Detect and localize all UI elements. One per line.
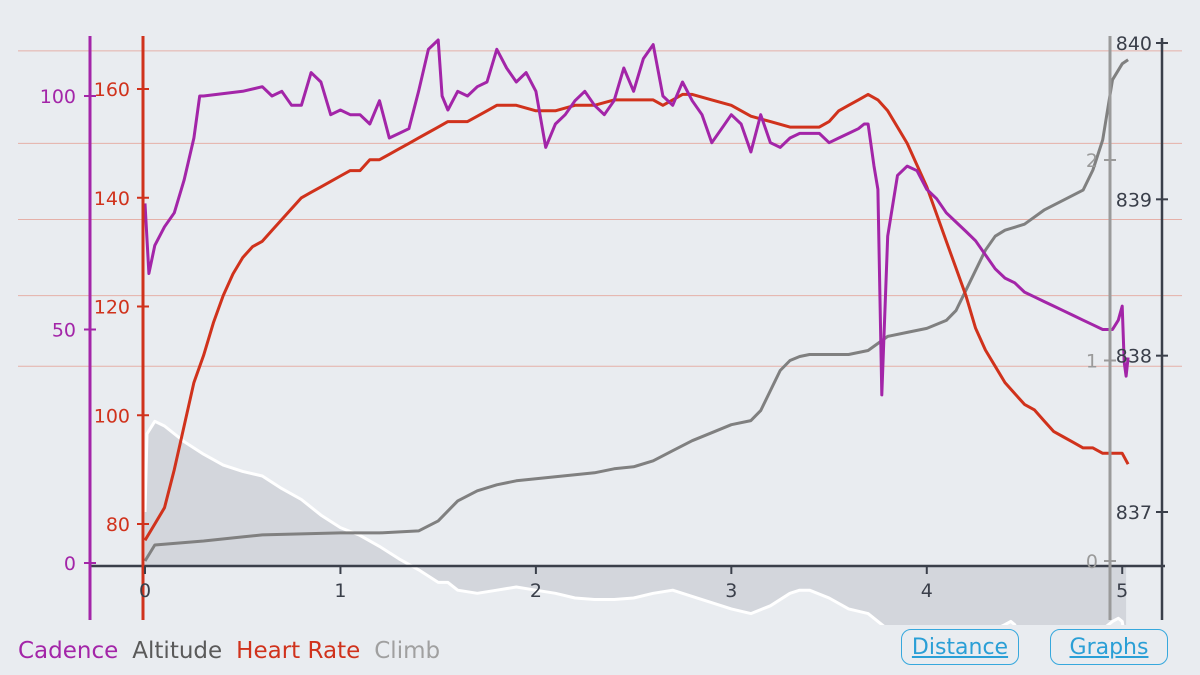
- altitude-area: [143, 419, 1127, 625]
- cadence-tick-label: 50: [52, 320, 76, 342]
- altitude-tick-label: 837: [1116, 502, 1152, 524]
- climb-line: [143, 58, 1129, 562]
- x-tick-label: 4: [921, 580, 933, 602]
- legend-altitude: Altitude: [132, 638, 223, 664]
- heart-rate-line: [143, 92, 1130, 542]
- x-tick-label: 0: [139, 580, 151, 602]
- cadence-tick-label: 0: [64, 553, 76, 575]
- legend-cadence: Cadence: [18, 638, 119, 664]
- climb-tick-label: 0: [1086, 551, 1098, 573]
- altitude-line: [143, 419, 1125, 625]
- climb-tick-label: 1: [1086, 351, 1098, 373]
- series-group: [143, 38, 1130, 562]
- cadence-tick-label: 100: [40, 86, 76, 108]
- graphs-button[interactable]: Graphs: [1050, 629, 1168, 665]
- legend-climb: Climb: [374, 638, 441, 664]
- distance-button[interactable]: Distance: [901, 629, 1019, 665]
- heart-rate-tick-label: 120: [94, 297, 130, 319]
- cadence-line: [143, 38, 1130, 397]
- heart-rate-tick-label: 140: [94, 188, 130, 210]
- altitude-tick-label: 838: [1116, 346, 1152, 368]
- altitude-tick-label: 840: [1116, 33, 1152, 55]
- legend: Cadence Altitude Heart Rate Climb: [18, 638, 440, 664]
- x-tick-label: 3: [725, 580, 737, 602]
- x-tick-label: 2: [530, 580, 542, 602]
- tick-labels: 0 1 2 3 4 50501008010012014016001283783883984…: [40, 33, 1152, 602]
- x-tick-label: 1: [334, 580, 346, 602]
- legend-heart-rate: Heart Rate: [236, 638, 361, 664]
- altitude-fill: [145, 421, 1127, 625]
- heart-rate-tick-label: 100: [94, 405, 130, 427]
- altitude-tick-label: 839: [1116, 189, 1152, 211]
- x-tick-label: 5: [1116, 580, 1128, 602]
- chart: 0 1 2 3 4 50501008010012014016001283783883984…: [18, 33, 1182, 625]
- gridlines: [18, 50, 1182, 367]
- climb-tick-label: 2: [1086, 150, 1098, 172]
- axes: [84, 36, 1168, 620]
- heart-rate-tick-label: 160: [94, 79, 130, 101]
- heart-rate-tick-label: 80: [106, 514, 130, 536]
